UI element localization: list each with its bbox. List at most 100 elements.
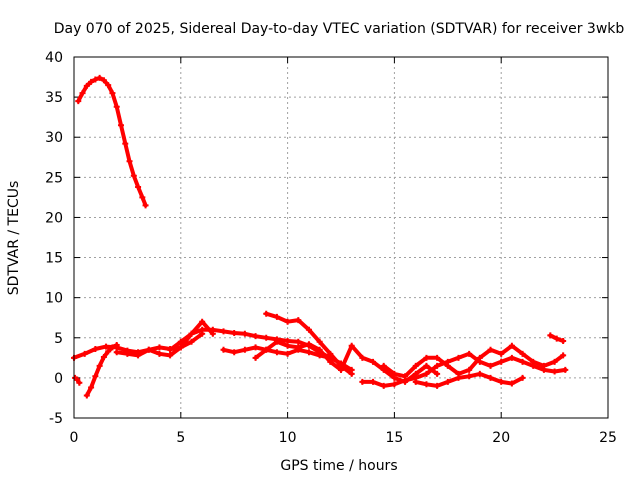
data-point [444, 378, 451, 385]
data-point [105, 82, 112, 89]
data-point [476, 370, 483, 377]
series-arc-short-neg [72, 374, 83, 386]
data-point [83, 392, 90, 399]
data-point [476, 354, 483, 361]
data-point [130, 172, 137, 179]
y-tick-label: -5 [49, 411, 63, 427]
data-point [167, 352, 174, 359]
y-tick-label: 20 [45, 210, 63, 226]
x-tick-label: 0 [70, 430, 79, 446]
y-tick-label: 35 [45, 90, 63, 106]
data-point [551, 368, 558, 375]
data-point [519, 374, 526, 381]
data-point [391, 370, 398, 377]
data-point [466, 366, 473, 373]
data-point [220, 328, 227, 335]
data-point [124, 350, 131, 357]
data-point [423, 381, 430, 388]
data-point [519, 358, 526, 365]
data-point [83, 82, 90, 89]
series-line [114, 319, 215, 358]
y-tick-label: 40 [45, 50, 63, 66]
data-point [188, 330, 195, 337]
data-point [81, 350, 88, 357]
series-arc-late-d [412, 370, 526, 389]
data-point [295, 344, 302, 351]
data-point [263, 346, 270, 353]
x-tick-label: 20 [492, 430, 510, 446]
data-point [209, 326, 216, 333]
data-point [126, 158, 133, 165]
data-point [92, 346, 99, 353]
data-point [519, 350, 526, 357]
data-point [96, 74, 103, 81]
data-point [252, 333, 259, 340]
series-arc-late-e [547, 332, 567, 344]
data-point [88, 384, 95, 391]
data-point [135, 352, 142, 359]
data-point [241, 346, 248, 353]
data-point [434, 354, 441, 361]
data-point [380, 382, 387, 389]
data-point [199, 326, 206, 333]
series-line [339, 343, 440, 384]
data-point [498, 350, 505, 357]
data-point [455, 354, 462, 361]
y-tick-label: 25 [45, 170, 63, 186]
data-point [305, 326, 312, 333]
data-point [316, 338, 323, 345]
data-point [434, 362, 441, 369]
data-point [188, 338, 195, 345]
data-point [156, 344, 163, 351]
data-point [434, 370, 441, 377]
data-point [508, 380, 515, 387]
data-point [423, 362, 430, 369]
data-series [71, 74, 569, 399]
data-point [348, 370, 355, 377]
data-point [177, 344, 184, 351]
data-point [551, 358, 558, 365]
data-point [263, 334, 270, 341]
data-point [79, 90, 86, 97]
data-point [241, 330, 248, 337]
data-point [76, 379, 83, 386]
x-tick-label: 25 [599, 430, 617, 446]
y-axis-label: SDTVAR / TECUs [6, 181, 22, 296]
data-point [370, 358, 377, 365]
data-point [109, 90, 116, 97]
data-point [113, 349, 120, 356]
data-point [96, 362, 103, 369]
data-point [92, 373, 99, 380]
data-point [103, 343, 110, 350]
data-point [498, 378, 505, 385]
x-axis-label: GPS time / hours [280, 458, 397, 474]
data-point [391, 381, 398, 388]
data-point [547, 332, 554, 339]
data-point [466, 350, 473, 357]
data-point [508, 354, 515, 361]
y-tick-label: 30 [45, 130, 63, 146]
data-point [380, 362, 387, 369]
data-point [560, 337, 567, 344]
data-point [560, 352, 567, 359]
data-point [359, 354, 366, 361]
data-point [199, 318, 206, 325]
data-point [498, 358, 505, 365]
data-point [263, 310, 270, 317]
data-point [167, 346, 174, 353]
data-point [295, 338, 302, 345]
data-point [316, 346, 323, 353]
y-tick-label: 10 [45, 291, 63, 307]
data-point [92, 76, 99, 83]
x-tick-label: 15 [385, 430, 403, 446]
data-point [139, 194, 146, 201]
x-tick-label: 5 [176, 430, 185, 446]
data-point [135, 183, 142, 190]
y-tick-label: 0 [54, 371, 63, 387]
plot-frame [73, 56, 609, 419]
data-point [455, 374, 462, 381]
data-point [75, 98, 82, 105]
data-point [156, 350, 163, 357]
